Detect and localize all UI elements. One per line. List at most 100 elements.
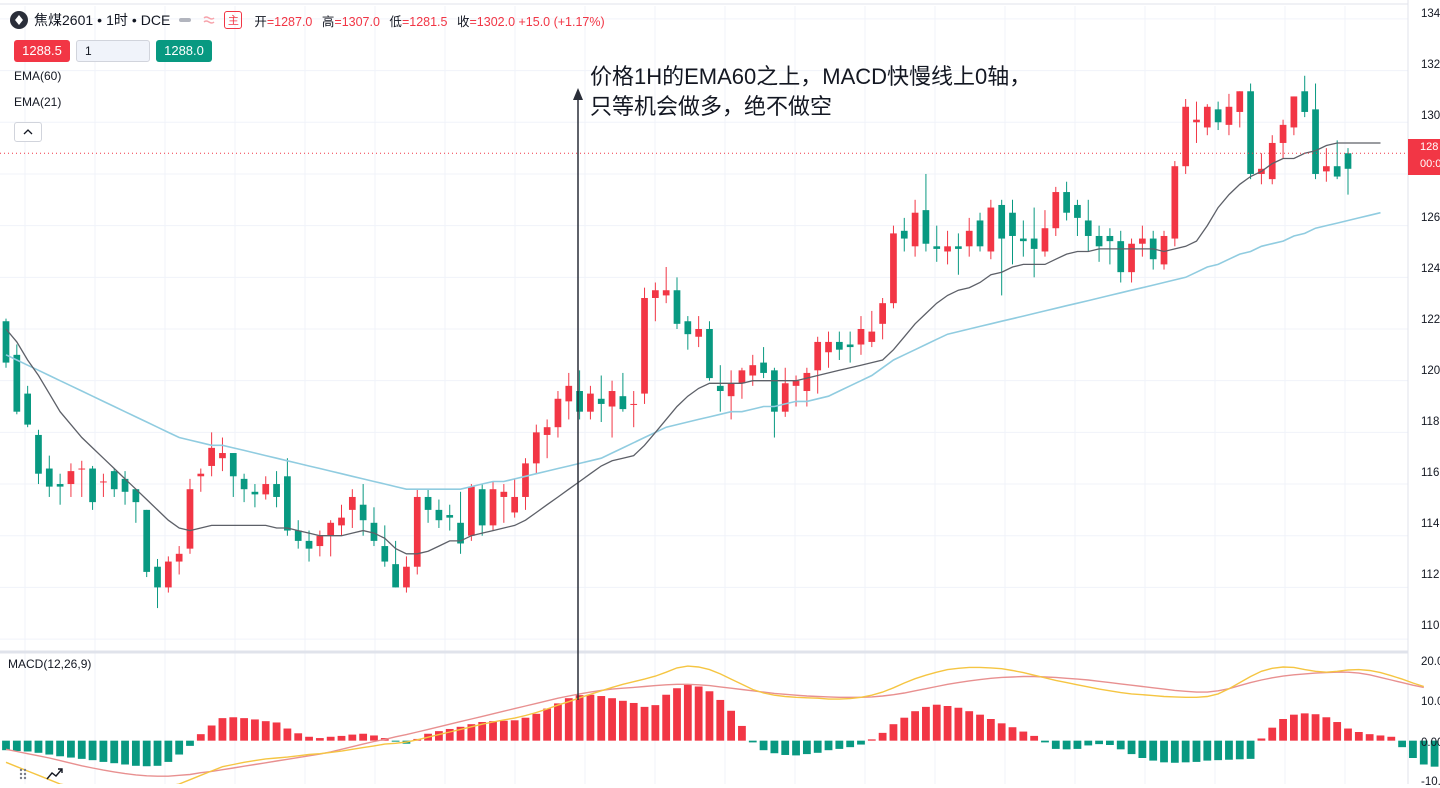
macd-histogram-bar bbox=[456, 726, 465, 741]
candle-body bbox=[413, 496, 421, 567]
candle-body bbox=[403, 566, 410, 588]
macd-histogram-bar bbox=[283, 728, 292, 741]
candle-body bbox=[532, 432, 540, 464]
candle-body bbox=[164, 561, 172, 588]
macd-histogram-bar bbox=[846, 740, 855, 748]
macd-histogram-bar bbox=[802, 740, 811, 755]
candle-body bbox=[857, 329, 865, 345]
symbol-logo-icon[interactable] bbox=[10, 11, 28, 29]
candle-body bbox=[1063, 192, 1070, 213]
candle-body bbox=[814, 341, 822, 371]
macd-histogram-bar bbox=[196, 734, 205, 741]
macd-histogram-bar bbox=[359, 733, 368, 741]
quantity-input[interactable]: 1 bbox=[76, 40, 150, 62]
waves-icon[interactable] bbox=[200, 11, 218, 29]
candle-body bbox=[327, 522, 335, 536]
macd-histogram-bar bbox=[142, 740, 151, 767]
macd-legend[interactable]: MACD(12,26,9) bbox=[8, 657, 92, 671]
macd-histogram-bar bbox=[1181, 740, 1190, 763]
candle-body bbox=[1312, 109, 1319, 174]
macd-histogram-bar bbox=[121, 740, 129, 765]
macd-histogram-bar bbox=[131, 740, 140, 766]
price-axis-label: 118 bbox=[1421, 416, 1440, 428]
ohlc-readout: 开=1287.0 高=1307.0 低=1281.5 收=1302.0 +15.… bbox=[254, 11, 610, 30]
eye-icon[interactable] bbox=[176, 11, 194, 29]
candle-body bbox=[1171, 166, 1179, 239]
trend-chart-icon[interactable] bbox=[44, 764, 66, 784]
candle-body bbox=[370, 522, 378, 541]
candle-body bbox=[727, 383, 735, 397]
buy-button[interactable]: 1288.0 bbox=[156, 40, 212, 62]
candle-body bbox=[1074, 204, 1081, 218]
macd-histogram-bar bbox=[662, 694, 671, 741]
macd-histogram-bar bbox=[554, 703, 562, 741]
annotation-text[interactable]: 价格1H的EMA60之上，MACD快慢线上0轴， 只等机会做多，绝不做空 bbox=[590, 62, 1031, 122]
candle-body bbox=[641, 297, 648, 394]
macd-histogram-bar bbox=[835, 740, 844, 749]
macd-histogram-bar bbox=[207, 725, 216, 741]
macd-histogram-bar bbox=[532, 713, 541, 741]
candle-body bbox=[684, 321, 692, 335]
sell-button[interactable]: 1288.5 bbox=[14, 40, 70, 62]
macd-histogram-bar bbox=[1073, 740, 1082, 749]
ema60-legend[interactable]: EMA(60) bbox=[14, 69, 62, 83]
ema21-line bbox=[5, 142, 1381, 555]
candle-body bbox=[976, 220, 984, 247]
macd-histogram-bar bbox=[889, 724, 898, 741]
candle-body bbox=[998, 204, 1006, 239]
timeframe-label[interactable]: 1时 bbox=[106, 12, 128, 28]
ema21-legend[interactable]: EMA(21) bbox=[14, 95, 62, 109]
candle-body bbox=[630, 403, 638, 405]
macd-histogram-bar bbox=[45, 740, 54, 755]
candle-body bbox=[554, 398, 562, 428]
candle-body bbox=[1322, 166, 1330, 172]
candle-body bbox=[197, 473, 205, 477]
candle-body bbox=[392, 564, 399, 588]
candle-body bbox=[1214, 109, 1222, 123]
bar-countdown: 00:0 bbox=[1420, 158, 1440, 170]
macd-histogram-bar bbox=[943, 706, 952, 741]
candle-body bbox=[965, 230, 973, 247]
main-contract-icon[interactable]: 主 bbox=[224, 11, 243, 29]
macd-histogram-bar bbox=[435, 731, 443, 741]
macd-histogram-bar bbox=[976, 714, 984, 741]
candle-body bbox=[132, 489, 140, 503]
candle-body bbox=[100, 481, 107, 483]
macd-histogram-bar bbox=[997, 723, 1006, 741]
macd-histogram-bar bbox=[1041, 740, 1049, 743]
macd-histogram-bar bbox=[348, 734, 357, 741]
macd-histogram-bar bbox=[608, 698, 616, 741]
macd-histogram-bar bbox=[1051, 740, 1060, 749]
macd-histogram-bar bbox=[586, 694, 595, 741]
candle-body bbox=[522, 463, 529, 497]
macd-histogram-bar bbox=[229, 717, 238, 741]
price-axis-label: 116 bbox=[1421, 467, 1440, 479]
macd-histogram-bar bbox=[67, 740, 75, 758]
macd-histogram-bar bbox=[911, 711, 919, 741]
candle-body bbox=[78, 468, 86, 470]
collapse-legend-button[interactable] bbox=[14, 122, 42, 142]
macd-histogram-bar bbox=[56, 740, 65, 757]
price-axis-label: 130 bbox=[1421, 110, 1440, 122]
ema60-line bbox=[5, 211, 1381, 491]
symbol-name[interactable]: 焦煤2601 bbox=[34, 12, 94, 28]
macd-histogram-bar bbox=[705, 691, 714, 741]
drag-handle-icon[interactable] bbox=[12, 764, 34, 784]
last-price-value: 128 bbox=[1420, 141, 1439, 153]
macd-histogram-bar bbox=[1084, 740, 1093, 746]
macd-histogram-bar bbox=[1398, 740, 1407, 748]
macd-histogram-bar bbox=[1062, 740, 1071, 750]
macd-histogram-bar bbox=[391, 740, 400, 742]
candle-body bbox=[89, 468, 96, 503]
macd-histogram-bar bbox=[499, 720, 508, 741]
macd-histogram-bar bbox=[1246, 740, 1255, 759]
macd-histogram-bar bbox=[618, 700, 627, 741]
macd-histogram-bar bbox=[99, 740, 108, 762]
macd-histogram-bar bbox=[824, 740, 833, 751]
macd-histogram-bar bbox=[1268, 727, 1277, 741]
macd-histogram-bar bbox=[651, 705, 660, 741]
macd-histogram-bar bbox=[748, 740, 757, 743]
candle-body bbox=[186, 489, 194, 549]
candle-body bbox=[478, 489, 486, 526]
